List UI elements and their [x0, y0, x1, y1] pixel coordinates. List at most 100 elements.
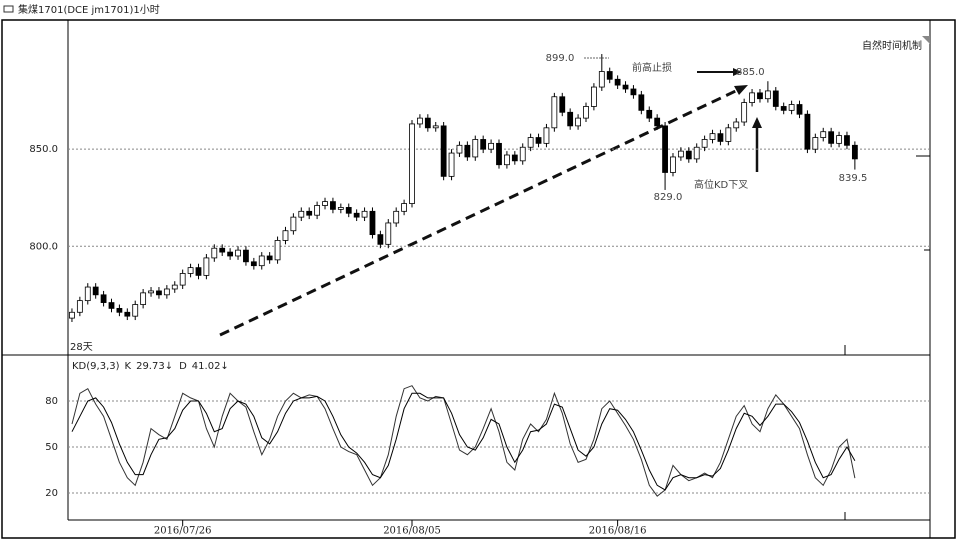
- candle-body: [851, 144, 858, 160]
- legend-name: K: [125, 361, 132, 372]
- candle-body: [432, 125, 439, 129]
- candle-body: [583, 106, 589, 119]
- candle-body: [330, 201, 336, 210]
- candle-body: [693, 146, 700, 160]
- candle-body: [377, 234, 384, 245]
- candle-body: [100, 294, 107, 303]
- candle-body: [227, 251, 234, 257]
- candle-body: [282, 230, 289, 241]
- candle-body: [440, 125, 447, 177]
- candle-body: [84, 286, 91, 302]
- candle-body: [836, 135, 842, 144]
- arrow-head: [734, 85, 748, 95]
- candle-body: [108, 302, 115, 309]
- candle-body: [290, 216, 297, 232]
- candle-body: [337, 207, 344, 210]
- y-tick-label: 850.0: [29, 144, 58, 155]
- candle-body: [187, 267, 194, 274]
- candle-body: [322, 201, 328, 206]
- candle-body: [140, 292, 147, 305]
- candle-body: [92, 286, 99, 296]
- candle-body: [567, 111, 574, 127]
- candle-body: [677, 150, 684, 158]
- candle-body: [559, 96, 566, 113]
- candle-body: [69, 311, 75, 319]
- candle-body: [298, 210, 305, 218]
- candle-body: [844, 135, 850, 146]
- candle-body: [749, 92, 755, 103]
- y-tick-label: 20: [45, 488, 58, 499]
- candle-body: [606, 71, 613, 80]
- candle-body: [717, 133, 724, 142]
- candle-body: [124, 311, 131, 317]
- kd-line: [71, 392, 856, 491]
- candle-body: [369, 210, 376, 236]
- candle-body: [76, 300, 83, 313]
- header-title: 集煤1701(DCE jm1701)1小时: [18, 3, 160, 16]
- candle-body: [258, 255, 265, 267]
- candle-body: [132, 304, 139, 317]
- chart-note: 自然时间机制: [862, 39, 922, 52]
- x-tick-label: 2016/08/16: [589, 526, 647, 537]
- candle-body: [171, 284, 178, 290]
- candle-body: [788, 104, 795, 111]
- legend-value: 41.02↓: [192, 361, 229, 372]
- candle-body: [654, 117, 661, 127]
- candle-body: [353, 212, 360, 218]
- candle-body: [551, 96, 558, 129]
- indicator: KD(9,3,3): [72, 361, 120, 372]
- candle-body: [274, 240, 281, 261]
- frame: [1, 19, 956, 539]
- annotation: 前高止损: [632, 61, 672, 74]
- candle-body: [590, 86, 597, 107]
- candle-body: [504, 154, 510, 166]
- candle-body: [243, 249, 249, 263]
- candle-body: [345, 207, 352, 214]
- candle-body: [179, 273, 186, 286]
- candle-body: [511, 154, 518, 162]
- candle-body: [116, 307, 123, 313]
- candle-body: [709, 133, 716, 140]
- candle-body: [250, 261, 257, 267]
- candle-body: [725, 127, 732, 142]
- annotation: 28天: [70, 342, 93, 353]
- candle-body: [820, 131, 827, 138]
- candle-body: [266, 255, 273, 261]
- icon: [3, 5, 14, 13]
- candle-body: [733, 121, 740, 129]
- candle-body: [804, 113, 811, 150]
- y-tick-label: 50: [45, 442, 58, 453]
- candle-body: [764, 90, 771, 100]
- y-tick-label: 80: [45, 396, 58, 407]
- candle-body: [203, 257, 210, 276]
- candle-body: [622, 84, 629, 90]
- candle-body: [662, 125, 668, 173]
- candle-body: [472, 139, 479, 158]
- candle-body: [456, 144, 463, 154]
- legend-name: D: [179, 361, 187, 372]
- candle-body: [828, 131, 835, 144]
- candle-body: [409, 123, 415, 204]
- x-tick-label: 2016/08/05: [383, 526, 441, 537]
- candle-body: [163, 288, 170, 296]
- candle-body: [306, 210, 313, 216]
- candle-body: [812, 137, 819, 150]
- candle-body: [772, 90, 779, 107]
- candle-body: [535, 137, 542, 144]
- candle-body: [638, 94, 645, 111]
- candle-body: [496, 142, 502, 166]
- candle-body: [488, 142, 494, 150]
- x-tick-label: 2016/07/26: [154, 526, 212, 537]
- candle-body: [741, 102, 748, 123]
- annotation: 839.5: [839, 173, 868, 184]
- candle-body: [480, 139, 487, 150]
- candle-body: [757, 92, 763, 100]
- candle-body: [393, 210, 400, 224]
- candle-body: [614, 78, 621, 86]
- candle-body: [156, 290, 162, 296]
- candle-body: [575, 117, 581, 127]
- annotation: 885.0: [736, 67, 765, 78]
- candle-body: [195, 267, 202, 276]
